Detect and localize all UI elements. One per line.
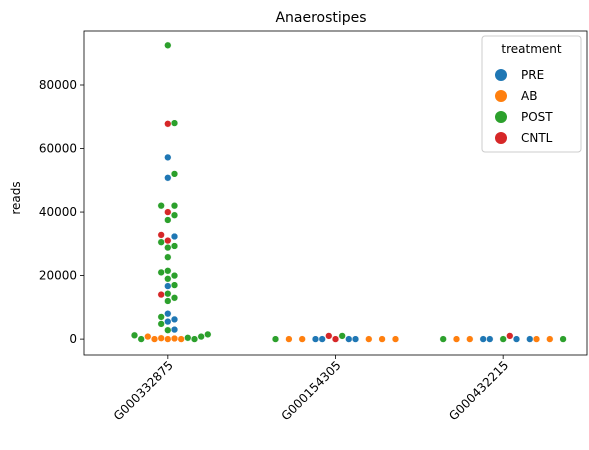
data-point <box>170 211 179 219</box>
data-point <box>298 335 306 343</box>
data-point <box>439 335 447 343</box>
data-point <box>170 334 179 343</box>
y-tick-label: 0 <box>69 332 77 346</box>
data-point <box>164 216 172 224</box>
legend: treatment PRE AB POST CNTL <box>481 35 582 153</box>
data-point <box>164 335 172 343</box>
data-point <box>164 253 172 261</box>
data-points <box>130 41 567 343</box>
data-point <box>486 335 494 343</box>
data-point <box>164 243 172 252</box>
legend-label: PRE <box>521 68 544 82</box>
legend-title: treatment <box>501 42 561 56</box>
legend-marker <box>495 111 507 123</box>
data-point <box>532 335 541 343</box>
data-point <box>157 268 165 277</box>
data-point <box>526 335 534 343</box>
data-point <box>150 335 159 343</box>
data-point <box>164 282 172 290</box>
data-point <box>170 315 179 324</box>
data-point <box>164 310 172 318</box>
data-point <box>506 332 514 340</box>
legend-label: POST <box>521 110 553 124</box>
data-point <box>164 174 172 182</box>
data-point <box>164 317 172 326</box>
data-point <box>157 334 165 342</box>
data-point <box>164 326 172 334</box>
data-point <box>338 332 346 340</box>
data-point <box>318 335 326 343</box>
data-point <box>157 231 165 239</box>
data-point <box>378 335 386 343</box>
legend-marker <box>495 132 507 144</box>
data-point <box>164 267 172 275</box>
data-point <box>164 297 172 305</box>
data-point <box>137 335 145 343</box>
data-point <box>157 313 165 321</box>
data-point <box>157 290 165 299</box>
data-point <box>164 120 172 128</box>
data-point <box>177 335 185 343</box>
data-point <box>164 41 172 49</box>
data-point <box>190 335 199 343</box>
data-point <box>559 335 567 343</box>
data-point <box>285 335 293 343</box>
data-point <box>170 281 179 289</box>
data-point <box>512 335 521 343</box>
y-tick-label: 40000 <box>39 205 77 219</box>
data-point <box>170 232 179 241</box>
data-point <box>365 335 373 343</box>
data-point <box>157 320 165 328</box>
data-point <box>157 238 165 246</box>
data-point <box>144 332 152 341</box>
data-point <box>157 202 165 210</box>
y-tick-label: 60000 <box>39 142 77 156</box>
data-point <box>197 332 205 341</box>
data-point <box>170 325 179 334</box>
y-axis-label: reads <box>9 181 23 214</box>
data-point <box>325 332 333 340</box>
data-point <box>311 335 320 343</box>
data-point <box>130 331 139 339</box>
data-point <box>164 290 172 298</box>
data-point <box>170 271 179 280</box>
data-point <box>164 153 172 162</box>
data-point <box>164 208 172 216</box>
data-point <box>164 275 172 283</box>
y-tick-label: 80000 <box>39 78 77 92</box>
data-point <box>546 335 554 343</box>
y-tick-label: 20000 <box>39 269 77 283</box>
legend-marker <box>495 69 507 81</box>
data-point <box>170 242 179 250</box>
data-point <box>466 335 474 343</box>
legend-marker <box>495 90 507 102</box>
data-point <box>204 330 212 339</box>
data-point <box>184 334 192 342</box>
legend-box <box>481 35 582 153</box>
data-point <box>479 335 487 343</box>
data-point <box>499 335 507 343</box>
legend-label: CNTL <box>521 131 553 145</box>
data-point <box>164 236 172 245</box>
data-point <box>452 335 461 343</box>
data-point <box>391 335 400 343</box>
legend-label: AB <box>521 89 537 103</box>
data-point <box>170 202 179 210</box>
data-point <box>170 119 179 127</box>
chart-title: Anaerostipes <box>275 10 366 26</box>
data-point <box>331 335 340 343</box>
data-point <box>351 335 360 343</box>
data-point <box>345 335 353 343</box>
plot-frame <box>83 30 588 356</box>
data-point <box>170 170 179 178</box>
data-point <box>170 294 179 302</box>
data-point <box>271 335 280 343</box>
